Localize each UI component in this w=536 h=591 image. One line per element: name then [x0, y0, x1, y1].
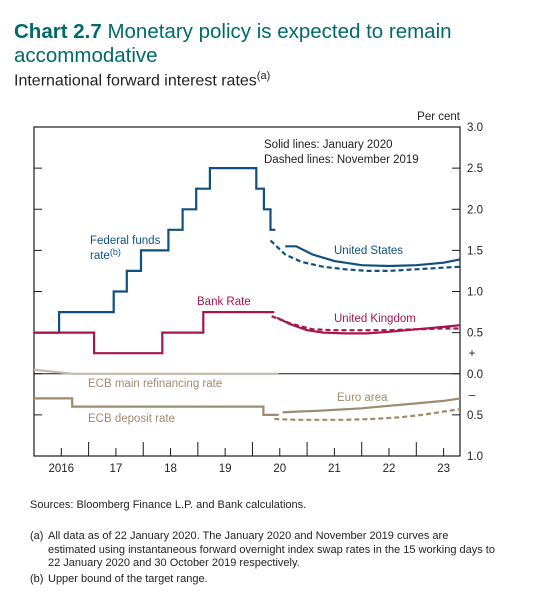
- x-tick-label: 22: [383, 463, 396, 475]
- fed-funds-label-line2: rate(b): [90, 247, 121, 262]
- chart-title: Chart 2.7 Monetary policy is expected to…: [14, 20, 452, 44]
- x-tick-label: 21: [328, 463, 341, 475]
- y-sign-minus: –: [469, 387, 476, 401]
- footnote-a-line2: estimated using instantaneous forward ov…: [48, 543, 495, 556]
- x-tick-label: 20: [273, 463, 286, 475]
- series-ecb-deposit: [34, 397, 279, 416]
- footnote-b-label: (b): [30, 573, 44, 585]
- footnote-a: (a) All data as of 22 January 2020. The …: [30, 530, 495, 571]
- legend-solid-text: Solid lines: January 2020: [264, 139, 393, 151]
- y-axis-label: Per cent: [417, 111, 461, 123]
- sources-note: Sources: Bloomberg Finance L.P. and Bank…: [30, 499, 307, 511]
- x-tick-label: 2016: [49, 463, 75, 475]
- chart-title-continued: accommodative: [14, 44, 158, 67]
- euro-area-label: Euro area: [337, 392, 388, 404]
- series-ea-jan: [282, 397, 461, 414]
- legend-dashed-text: Dashed lines: November 2019: [264, 154, 419, 166]
- footnote-a-line1: All data as of 22 January 2020. The Janu…: [48, 530, 449, 542]
- uk-label: United Kingdom: [334, 313, 416, 325]
- x-tick-label: 18: [164, 463, 177, 475]
- subtitle-note-marker: (a): [256, 70, 271, 82]
- series-bank-rate: [34, 311, 275, 355]
- y-tick-label: 0.5: [467, 328, 483, 340]
- bank-rate-label: Bank Rate: [197, 296, 251, 308]
- series-ea-nov: [274, 408, 461, 421]
- footnote-b-line1: Upper bound of the target range.: [48, 573, 208, 585]
- fed-funds-label-line2-text: rate: [90, 250, 110, 262]
- footnote-b: (b) Upper bound of the target range.: [30, 573, 208, 587]
- fed-funds-label-line1: Federal funds: [90, 235, 161, 247]
- y-tick-label: 0.5: [467, 410, 483, 422]
- chart-subtitle: International forward interest rates(a): [14, 70, 270, 90]
- x-tick-label: 19: [219, 463, 232, 475]
- series-us-jan: [285, 245, 461, 268]
- footnote-a-label: (a): [30, 530, 44, 542]
- subtitle-text: International forward interest rates: [14, 72, 257, 90]
- y-sign-plus: +: [468, 346, 475, 360]
- chart-svg: 3.0 2.5 2.0 1.5 1.0 0.5 0.0 0.5 1.0 + – 2016 17 18 19 2…: [33, 111, 483, 475]
- chart-title-text: Monetary policy is expected to remain: [107, 20, 452, 43]
- x-tick-label: 17: [110, 463, 123, 475]
- us-label: United States: [334, 245, 403, 257]
- y-tick-label: 1.5: [467, 245, 483, 257]
- chart-number: Chart 2.7: [14, 20, 102, 43]
- y-tick-label: 3.0: [467, 122, 483, 134]
- series-fed-funds: [34, 167, 276, 334]
- footnote-a-line3: 22 January 2020 and 30 October 2019 resp…: [48, 557, 300, 569]
- fed-funds-note-marker: (b): [110, 247, 121, 257]
- y-tick-label: 2.5: [467, 163, 483, 175]
- x-tick-label: 23: [437, 463, 450, 475]
- ecb-deposit-label: ECB deposit rate: [88, 413, 175, 425]
- y-tick-label: 1.0: [467, 451, 483, 463]
- y-tick-label: 1.0: [467, 287, 483, 299]
- series-uk-nov: [271, 315, 460, 332]
- y-tick-label: 2.0: [467, 204, 483, 216]
- ecb-main-label: ECB main refinancing rate: [88, 378, 222, 390]
- series-ecb-main: [33, 368, 279, 375]
- y-tick-label: 0.0: [467, 369, 483, 381]
